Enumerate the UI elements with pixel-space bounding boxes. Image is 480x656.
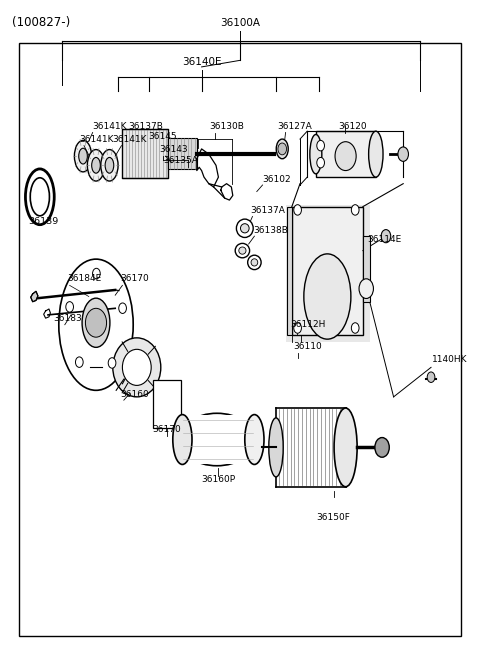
Text: 36139: 36139 [28, 217, 58, 226]
Text: 36160: 36160 [120, 390, 149, 399]
Circle shape [335, 142, 356, 171]
Text: 36143: 36143 [159, 145, 188, 154]
Ellipse shape [251, 259, 258, 266]
Text: 36141K: 36141K [93, 122, 127, 131]
Circle shape [75, 357, 83, 367]
Ellipse shape [79, 148, 87, 164]
Bar [182, 415, 257, 464]
Polygon shape [31, 291, 38, 302]
Text: 36102: 36102 [263, 174, 291, 184]
Text: 36135A: 36135A [163, 156, 198, 165]
Ellipse shape [92, 157, 100, 173]
Circle shape [93, 268, 100, 279]
Circle shape [85, 308, 107, 337]
Bar [316, 131, 376, 177]
Text: 36145: 36145 [148, 132, 177, 141]
Ellipse shape [236, 219, 253, 237]
Ellipse shape [87, 150, 105, 181]
Ellipse shape [240, 224, 249, 233]
Circle shape [317, 157, 324, 168]
Ellipse shape [310, 134, 322, 174]
Ellipse shape [101, 150, 118, 181]
Text: 36140E: 36140E [182, 57, 221, 67]
Circle shape [317, 140, 324, 151]
Circle shape [66, 302, 73, 312]
Bar [168, 138, 197, 169]
Ellipse shape [82, 298, 110, 348]
Ellipse shape [74, 140, 92, 172]
Ellipse shape [304, 254, 351, 339]
Text: 36120: 36120 [338, 122, 367, 131]
Circle shape [351, 323, 359, 333]
Text: 36137A: 36137A [251, 206, 286, 215]
Bar [292, 207, 363, 335]
Text: 36110: 36110 [294, 342, 323, 351]
Ellipse shape [25, 169, 54, 224]
Text: 36127A: 36127A [277, 122, 312, 131]
Text: 36183: 36183 [54, 314, 83, 323]
Text: 36130B: 36130B [209, 122, 244, 131]
Ellipse shape [30, 178, 49, 216]
Text: 36184E: 36184E [67, 274, 101, 283]
Circle shape [119, 303, 126, 314]
Ellipse shape [276, 139, 288, 159]
Ellipse shape [173, 415, 192, 464]
Ellipse shape [235, 243, 250, 258]
Ellipse shape [369, 131, 383, 177]
Ellipse shape [113, 338, 161, 397]
Circle shape [427, 372, 435, 382]
Text: 36138B: 36138B [253, 226, 288, 235]
Circle shape [381, 230, 391, 243]
Bar [286, 205, 370, 342]
Ellipse shape [269, 418, 283, 477]
Text: 36141K: 36141K [112, 135, 147, 144]
Ellipse shape [105, 157, 114, 173]
Ellipse shape [248, 255, 261, 270]
Ellipse shape [179, 413, 255, 466]
Text: 36150F: 36150F [317, 512, 350, 522]
Circle shape [375, 438, 389, 457]
Bar [153, 380, 181, 428]
Circle shape [359, 279, 373, 298]
Ellipse shape [59, 259, 133, 390]
Text: 36141K: 36141K [79, 135, 114, 144]
Bar [122, 129, 168, 178]
Circle shape [278, 143, 287, 155]
Circle shape [294, 205, 301, 215]
Bar [363, 236, 370, 302]
Ellipse shape [122, 349, 151, 386]
Ellipse shape [239, 247, 246, 254]
Ellipse shape [245, 415, 264, 464]
Circle shape [351, 205, 359, 215]
Ellipse shape [334, 408, 357, 487]
Circle shape [108, 358, 116, 368]
Text: 36112H: 36112H [290, 320, 326, 329]
Circle shape [294, 323, 301, 333]
Text: (100827-): (100827-) [12, 16, 70, 30]
Text: 36100A: 36100A [220, 18, 260, 28]
Text: 1140HK: 1140HK [432, 355, 468, 364]
Text: 36160P: 36160P [201, 475, 236, 484]
Text: 36114E: 36114E [367, 235, 401, 244]
Text: 36170: 36170 [120, 274, 149, 283]
Text: 36137B: 36137B [129, 122, 164, 131]
Circle shape [398, 147, 408, 161]
Text: 36170: 36170 [153, 425, 181, 434]
Bar [287, 207, 292, 335]
